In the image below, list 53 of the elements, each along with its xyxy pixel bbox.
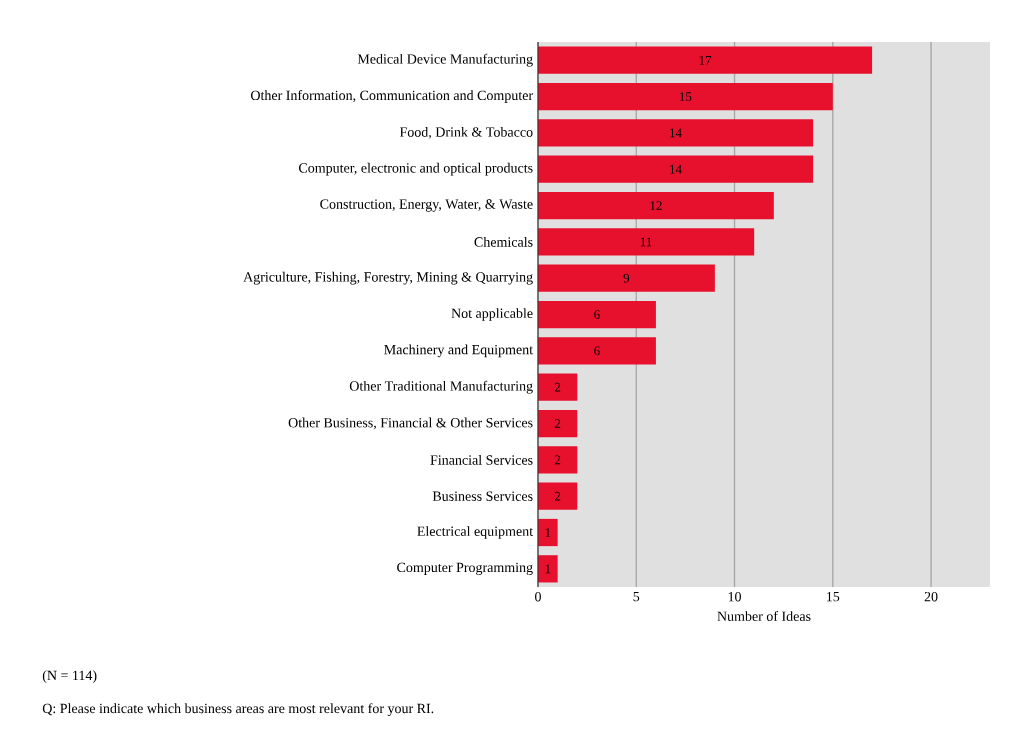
bar (538, 446, 578, 474)
y-tick-label: Financial Services (430, 454, 533, 465)
y-tick-label: Agriculture, Fishing, Forestry, Mining & Quarrying (243, 271, 533, 285)
y-tick-label: Not applicable (451, 308, 533, 321)
data-label: 2 (554, 382, 561, 392)
y-tick-label: Medical Device Manufacturing (357, 53, 533, 67)
data-label: 2 (554, 455, 561, 465)
y-tick-label: Other Information, Communication and Computer (250, 90, 533, 103)
bar (538, 264, 715, 292)
y-tick-label: Computer, electronic and optical products (298, 162, 533, 176)
y-tick-label: Other Traditional Manufacturing (349, 380, 533, 394)
x-tick-label: 10 (728, 591, 741, 602)
bar (538, 46, 873, 74)
bar (538, 337, 656, 365)
y-tick-label: Computer Programming (397, 562, 533, 575)
data-label: 17 (699, 55, 712, 65)
data-label: 6 (594, 346, 600, 356)
bar (538, 82, 833, 111)
bar (538, 191, 774, 220)
x-axis-title: Number of Ideas (717, 610, 811, 621)
data-label: 14 (670, 164, 682, 174)
bar (538, 555, 558, 583)
x-tick-label: 0 (535, 591, 541, 602)
data-label: 14 (670, 128, 682, 138)
text: (N = 114) (42, 670, 97, 683)
y-tick-label: Electrical equipment (417, 526, 533, 539)
bar (538, 300, 656, 329)
data-label: 6 (594, 310, 600, 319)
y-tick-label: Business Services (432, 491, 533, 501)
bar (538, 373, 578, 401)
data-label: 11 (640, 237, 652, 247)
bar (538, 518, 558, 547)
y-tick-label: Construction, Energy, Water, & Waste (320, 199, 533, 212)
data-label: 1 (545, 564, 551, 574)
data-label: 2 (554, 491, 561, 501)
data-label: 15 (680, 92, 692, 101)
y-tick-label: Food, Drink & Tobacco (399, 126, 533, 139)
data-label: 2 (554, 419, 561, 428)
y-tick-label: Chemicals (474, 236, 533, 247)
y-tick-label: Other Business, Financial & Other Services (288, 417, 533, 430)
bar (538, 482, 578, 510)
x-tick-label: 20 (924, 591, 938, 602)
data-label: 12 (650, 201, 662, 210)
x-tick-label: 15 (827, 591, 840, 602)
bar (538, 228, 755, 256)
bar (538, 409, 578, 438)
y-tick-label: Machinery and Equipment (384, 344, 533, 358)
data-label: 1 (545, 528, 551, 537)
bar (538, 119, 814, 147)
x-tick-label: 5 (633, 591, 640, 602)
data-label: 9 (623, 273, 630, 283)
text: Q: Please indicate which business areas are most relevant for your RI. (42, 703, 434, 717)
bar (538, 155, 814, 183)
